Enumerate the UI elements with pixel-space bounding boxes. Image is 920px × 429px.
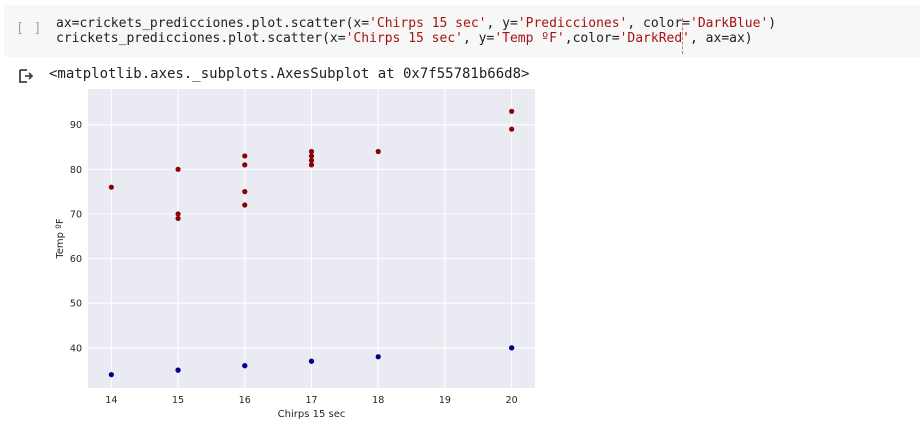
y-tick-label: 70 [70, 209, 82, 220]
x-tick-label: 15 [172, 395, 184, 406]
x-tick-label: 19 [439, 395, 451, 406]
x-tick-label: 16 [239, 395, 251, 406]
output-arrow-icon [19, 69, 34, 83]
scatter-point [242, 202, 248, 208]
scatter-point [242, 363, 248, 369]
x-axis-label: Chirps 15 sec [278, 409, 346, 420]
scatter-point [308, 162, 315, 168]
run-cell-button[interactable]: [ ] [16, 21, 43, 36]
scatter-point [175, 215, 181, 222]
code-token: ax=crickets_predicciones.plot.scatter(x= [56, 16, 370, 31]
code-token: ) [768, 16, 777, 31]
scatter-point [375, 148, 381, 155]
code-string: 'Temp ºF' [494, 31, 565, 46]
text-cursor [682, 18, 683, 54]
code-string: 'Chirps 15 sec' [345, 31, 463, 46]
y-axis-label: Temp ºF [55, 218, 66, 260]
scatter-point [108, 372, 114, 378]
code-line: crickets_predicciones.plot.scatter(x='Ch… [56, 31, 776, 46]
scatter-point [308, 157, 315, 164]
scatter-point [308, 358, 315, 364]
y-tick-label: 80 [70, 165, 82, 176]
code-string: 'Predicciones' [517, 16, 628, 31]
scatter-point [175, 166, 181, 172]
scatter-point [175, 367, 181, 373]
scatter-point [242, 153, 248, 159]
scatter-point [509, 126, 515, 132]
output-text: <matplotlib.axes._subplots.AxesSubplot a… [49, 66, 530, 82]
code-editor[interactable]: ax=crickets_predicciones.plot.scatter(x=… [56, 16, 776, 46]
scatter-point [308, 153, 315, 159]
scatter-point [242, 162, 248, 168]
code-cell[interactable]: [ ] ax=crickets_predicciones.plot.scatte… [4, 5, 920, 57]
y-tick-label: 40 [70, 343, 82, 354]
code-token: , y= [463, 31, 495, 46]
scatter-point [509, 108, 515, 114]
scatter-point [175, 211, 181, 217]
code-token: ,color= [564, 31, 620, 46]
code-token: , color= [627, 16, 690, 31]
scatter-point [242, 189, 248, 195]
x-tick-label: 20 [506, 395, 518, 406]
x-tick-label: 18 [372, 395, 384, 406]
x-tick-label: 17 [305, 395, 317, 406]
scatter-point [375, 354, 381, 360]
code-string: 'DarkBlue' [690, 16, 769, 31]
y-tick-label: 60 [70, 254, 82, 265]
y-tick-label: 90 [70, 120, 82, 131]
scatter-point [308, 148, 315, 155]
code-line: ax=crickets_predicciones.plot.scatter(x=… [56, 16, 776, 31]
code-string: 'Chirps 15 sec' [369, 16, 487, 31]
scatter-point [509, 345, 515, 351]
code-token: , ax=ax) [690, 31, 753, 46]
code-string: 'DarkRed' [619, 31, 691, 46]
code-token: , y= [486, 16, 518, 31]
x-tick-label: 14 [105, 395, 117, 406]
y-tick-label: 50 [70, 299, 82, 310]
code-token: crickets_predicciones.plot.scatter(x= [56, 31, 346, 46]
scatter-point [108, 184, 114, 190]
